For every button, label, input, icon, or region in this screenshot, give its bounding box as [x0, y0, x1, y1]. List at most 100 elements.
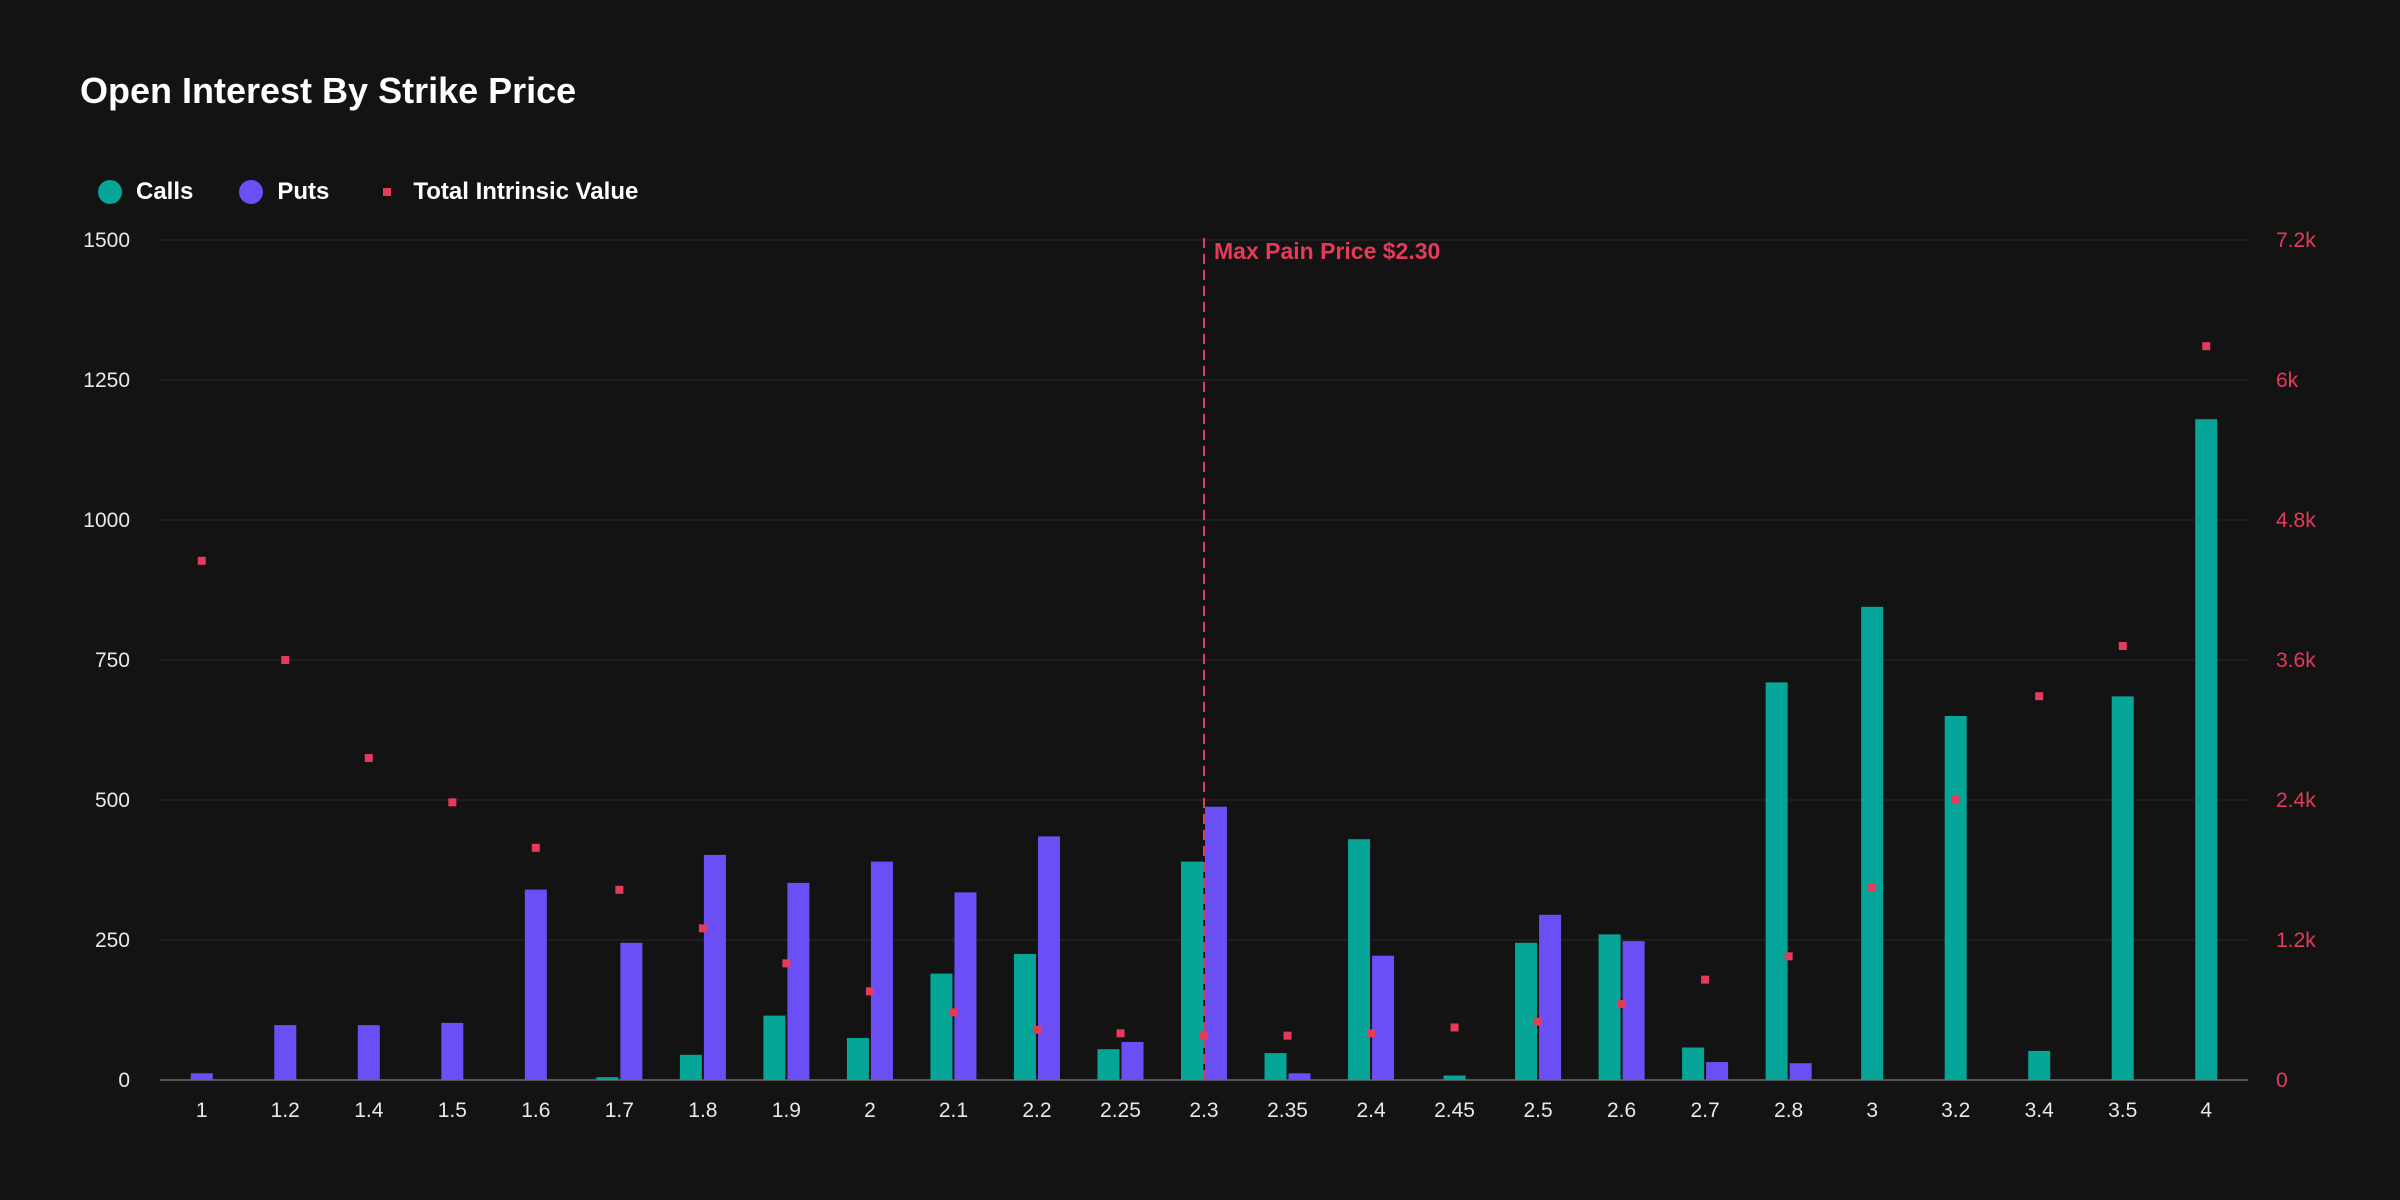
- calls-bar: [1515, 942, 1538, 1080]
- legend-label-puts: Puts: [277, 178, 330, 205]
- legend-item-intrinsic[interactable]: Total Intrinsic Value: [375, 178, 638, 206]
- calls-bar: [1264, 1053, 1287, 1080]
- intrinsic-point: [448, 798, 457, 807]
- calls-bar: [1013, 954, 1036, 1080]
- puts-bar: [274, 1025, 297, 1080]
- y-left-tick-label: 1000: [83, 509, 130, 532]
- intrinsic-point: [1951, 796, 1960, 804]
- calls-bar: [2028, 1050, 2051, 1080]
- max-pain-label: Max Pain Price $2.30: [1214, 238, 1440, 264]
- x-tick-label: 2.5: [1523, 1099, 1552, 1122]
- y-right-tick-label: 2.4k: [2276, 789, 2316, 812]
- puts-bar: [1205, 806, 1227, 1080]
- y-left-tick-label: 1250: [83, 369, 130, 392]
- intrinsic-point: [1784, 952, 1793, 961]
- intrinsic-point: [1283, 1031, 1292, 1040]
- calls-bar: [1682, 1047, 1705, 1080]
- calls-bar: [679, 1054, 702, 1080]
- intrinsic-swatch: [383, 188, 392, 196]
- puts-bar: [1539, 914, 1562, 1080]
- puts-bar: [1706, 1062, 1729, 1080]
- y-left-tick-label: 1500: [83, 229, 130, 252]
- puts-bar: [1789, 1063, 1812, 1080]
- legend-label-intrinsic: Total Intrinsic Value: [413, 178, 639, 205]
- legend-item-calls[interactable]: Calls: [98, 178, 193, 206]
- intrinsic-point: [197, 556, 206, 565]
- intrinsic-point: [1116, 1029, 1125, 1038]
- x-tick-label: 2: [864, 1099, 876, 1122]
- intrinsic-point: [615, 885, 624, 894]
- puts-bar: [620, 942, 643, 1080]
- puts-bar: [1622, 941, 1645, 1080]
- y-right-tick-label: 1.2k: [2276, 929, 2316, 952]
- calls-bar: [596, 1077, 619, 1080]
- y-right-tick-label: 3.6k: [2276, 649, 2316, 672]
- puts-bar: [703, 854, 726, 1080]
- intrinsic-point: [2118, 642, 2127, 650]
- calls-bar: [763, 1015, 786, 1080]
- puts-bar: [357, 1025, 380, 1080]
- x-tick-label: 3.5: [2108, 1099, 2137, 1122]
- intrinsic-point: [1617, 1000, 1626, 1009]
- puts-bar: [954, 892, 977, 1080]
- puts-bar: [190, 1073, 213, 1080]
- puts-bar: [787, 882, 810, 1080]
- x-tick-label: 3.2: [1941, 1099, 1970, 1122]
- intrinsic-point: [698, 924, 707, 933]
- intrinsic-point: [1868, 883, 1877, 892]
- x-tick-label: 2.8: [1774, 1099, 1803, 1122]
- x-tick-label: 2.3: [1189, 1099, 1218, 1122]
- puts-bar: [1372, 955, 1395, 1080]
- x-tick-label: 2.2: [1022, 1099, 1051, 1122]
- x-tick-label: 2.1: [939, 1099, 968, 1122]
- y-right-tick-label: 0: [2276, 1069, 2288, 1092]
- y-right-tick-label: 4.8k: [2276, 509, 2316, 532]
- x-tick-label: 1.4: [354, 1099, 384, 1122]
- x-tick-label: 2.25: [1100, 1099, 1141, 1122]
- calls-bar: [930, 973, 953, 1080]
- calls-bar: [1765, 682, 1788, 1080]
- x-tick-label: 3: [1866, 1099, 1878, 1122]
- x-tick-label: 4: [2200, 1099, 2212, 1122]
- calls-bar: [2111, 696, 2134, 1080]
- calls-bar: [846, 1038, 869, 1080]
- intrinsic-point: [531, 843, 540, 852]
- y-left-tick-label: 750: [95, 649, 130, 672]
- legend: Calls Puts Total Intrinsic Value: [98, 170, 684, 214]
- intrinsic-point: [1450, 1023, 1459, 1032]
- puts-bar: [1037, 836, 1060, 1080]
- puts-bar: [441, 1022, 464, 1080]
- x-tick-label: 2.35: [1267, 1099, 1308, 1122]
- x-tick-label: 1.9: [772, 1099, 801, 1122]
- y-left-tick-label: 0: [118, 1069, 130, 1092]
- calls-bar: [1443, 1075, 1466, 1080]
- calls-bar: [1097, 1049, 1120, 1080]
- calls-bar: [1944, 716, 1967, 1080]
- y-right-tick-label: 7.2k: [2276, 229, 2316, 252]
- x-tick-label: 1.5: [438, 1099, 467, 1122]
- x-tick-label: 1: [196, 1099, 208, 1122]
- intrinsic-point: [1032, 1025, 1041, 1034]
- legend-label-calls: Calls: [136, 178, 194, 205]
- calls-swatch: [98, 180, 122, 204]
- x-tick-label: 1.7: [605, 1099, 634, 1122]
- calls-bar: [1181, 861, 1203, 1080]
- intrinsic-point: [865, 987, 874, 996]
- x-tick-label: 2.6: [1607, 1099, 1636, 1122]
- y-left-tick-label: 250: [95, 929, 130, 952]
- intrinsic-point: [1367, 1029, 1376, 1038]
- x-tick-label: 3.4: [2025, 1099, 2055, 1122]
- legend-item-puts[interactable]: Puts: [239, 178, 329, 206]
- intrinsic-point: [1534, 1017, 1543, 1026]
- x-tick-label: 1.8: [688, 1099, 717, 1122]
- intrinsic-point: [2202, 342, 2211, 351]
- x-tick-label: 2.7: [1691, 1099, 1720, 1122]
- calls-bar: [1861, 606, 1884, 1080]
- y-right-tick-label: 6k: [2276, 369, 2299, 392]
- intrinsic-point: [2035, 692, 2044, 701]
- intrinsic-point: [364, 754, 373, 762]
- intrinsic-point: [281, 656, 290, 664]
- x-tick-label: 1.2: [271, 1099, 300, 1122]
- puts-bar: [1121, 1041, 1144, 1080]
